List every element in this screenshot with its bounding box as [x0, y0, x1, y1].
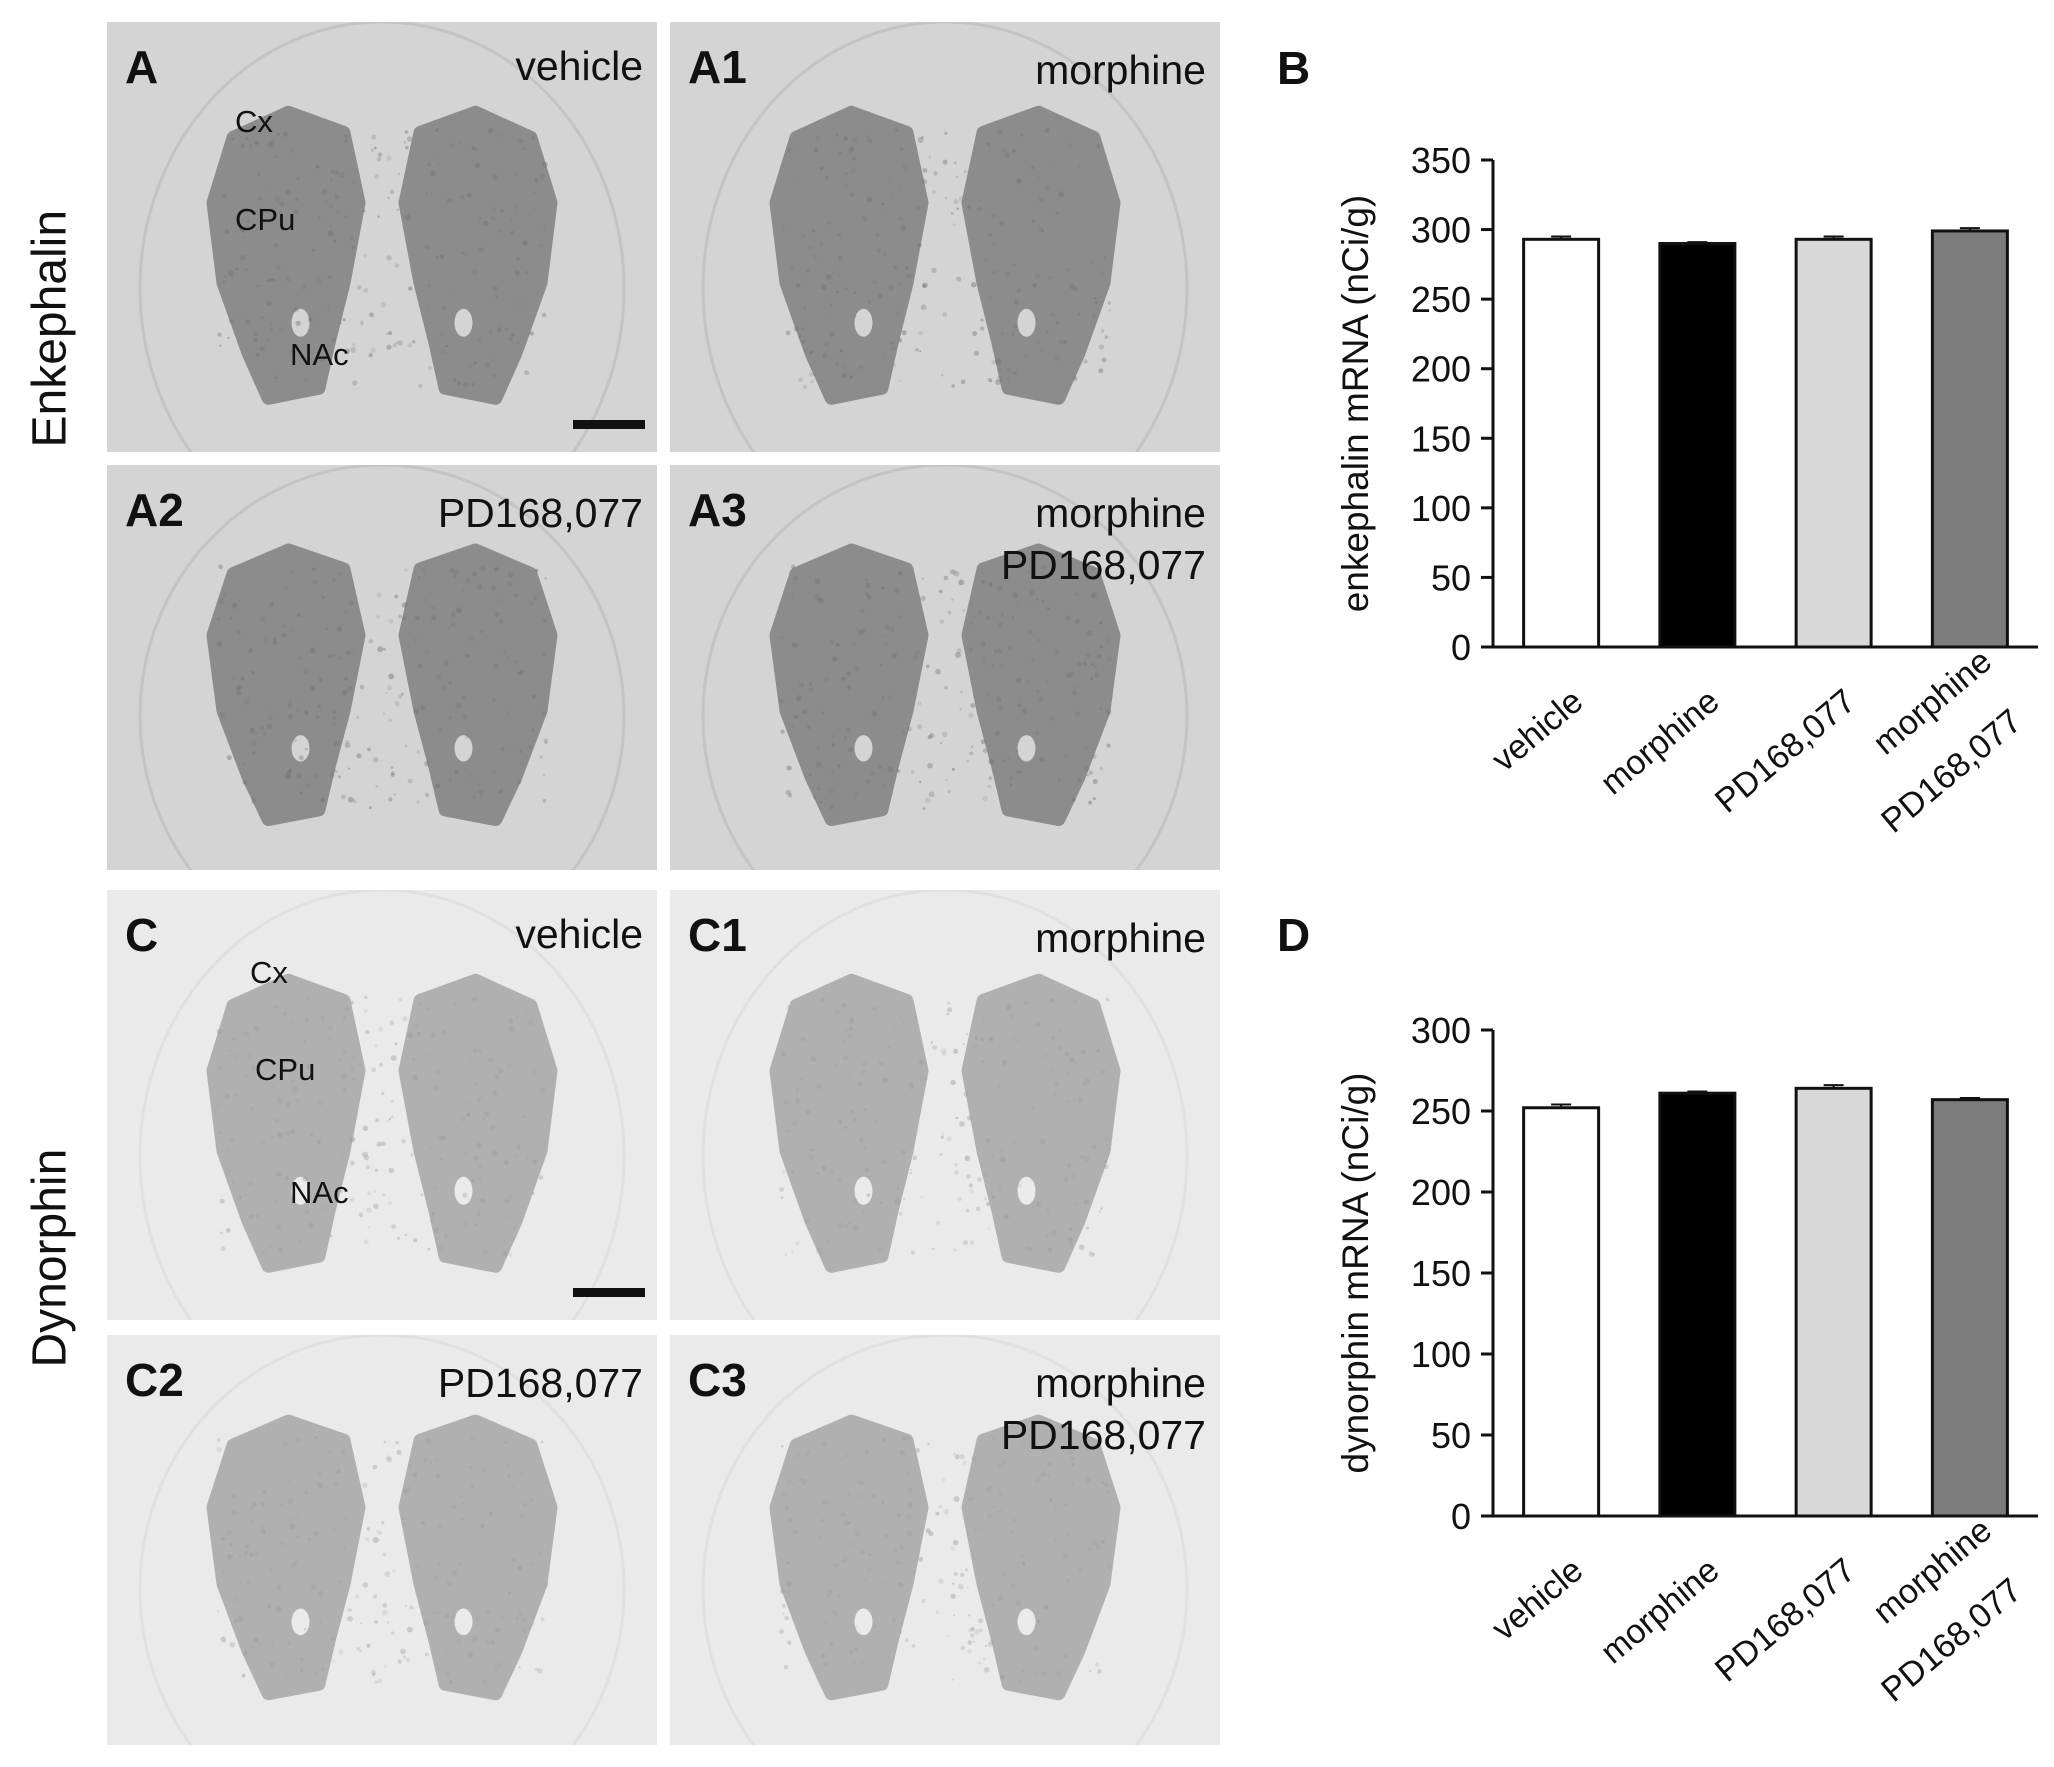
y-tick-label: 150 — [1411, 1253, 1471, 1294]
panel-label-A2: A2 — [125, 484, 184, 536]
brain-slice-image — [107, 22, 657, 452]
bar — [1794, 1086, 1873, 1518]
brain-slice-image — [107, 890, 657, 1320]
scale-bar — [573, 420, 645, 429]
brain-slice-image — [670, 465, 1220, 870]
panel-C3: C3 morphine PD168,077 — [670, 1335, 1220, 1745]
x-tick-label: vehicle — [1485, 682, 1591, 779]
y-tick-label: 50 — [1431, 1415, 1471, 1456]
condition-label-A1: morphine — [1035, 47, 1206, 93]
region-label-cx: Cx — [235, 104, 273, 139]
y-tick-label: 50 — [1431, 557, 1471, 598]
condition-label-C2: PD168,077 — [437, 1360, 643, 1406]
chart-enkephalin-bar: 0 50 100 150 200 250 300 350 enkephalin mRNA (nC… — [1335, 140, 2038, 840]
brain-slice-image — [107, 465, 657, 870]
region-label-cpu: CPu — [255, 1052, 316, 1087]
panel-C2: C2 PD168,077 — [107, 1335, 657, 1745]
y-tick-label: 300 — [1411, 1010, 1471, 1051]
y-tick-label: 200 — [1411, 349, 1471, 390]
x-tick-label: PD168,077 — [1708, 682, 1863, 820]
y-tick-label: 350 — [1411, 140, 1471, 181]
brain-slice-image — [107, 1335, 657, 1745]
chart-dynorphin-bar: 0 50 100 150 200 250 300 dynorphin mRNA (nCi/g)… — [1335, 1010, 2038, 1709]
scale-bar — [573, 1288, 645, 1297]
panel-label-C1: C1 — [688, 909, 747, 961]
x-tick-label: vehicle — [1485, 1551, 1591, 1648]
panel-label-B: B — [1277, 42, 1311, 94]
region-label-cpu: CPu — [235, 202, 296, 237]
bar — [1794, 237, 1873, 649]
y-axis-label: dynorphin mRNA (nCi/g) — [1335, 1073, 1376, 1474]
y-tick-label: 100 — [1411, 488, 1471, 529]
bar — [1522, 237, 1601, 649]
panel-A1: A1 morphine — [670, 22, 1220, 452]
condition-label-C3: morphine PD168,077 — [1000, 1360, 1206, 1458]
y-tick-label: 200 — [1411, 1172, 1471, 1213]
x-tick-label: morphine — [1594, 1551, 1727, 1671]
y-tick-label: 250 — [1411, 279, 1471, 320]
condition-label-A: vehicle — [515, 43, 643, 89]
brain-slice-image — [670, 22, 1220, 452]
bar — [1522, 1106, 1601, 1518]
bar — [1930, 1098, 2009, 1518]
bar — [1658, 241, 1737, 649]
panel-label-A1: A1 — [688, 41, 747, 93]
panel-label-A: A — [125, 41, 159, 93]
condition-label-C1: morphine — [1035, 915, 1206, 961]
panel-label-D: D — [1277, 909, 1311, 961]
brain-slice-image — [670, 1335, 1220, 1745]
bar — [1658, 1091, 1737, 1518]
panel-label-C3: C3 — [688, 1354, 747, 1406]
row-label-enkephalin: Enkephalin — [23, 209, 77, 448]
y-tick-label: 0 — [1451, 627, 1471, 668]
region-label-nac: NAc — [290, 1175, 349, 1210]
region-label-cx: Cx — [250, 955, 288, 990]
panel-C: C vehicle Cx CPu NAc — [107, 890, 657, 1320]
y-tick-label: 150 — [1411, 418, 1471, 459]
panel-label-C2: C2 — [125, 1354, 184, 1406]
condition-label-A3: morphine PD168,077 — [1000, 490, 1206, 588]
brain-slice-image — [670, 890, 1220, 1320]
panel-label-C: C — [125, 909, 159, 961]
condition-label-A2: PD168,077 — [437, 490, 643, 536]
panel-label-A3: A3 — [688, 484, 747, 536]
row-label-dynorphin: Dynorphin — [23, 1148, 77, 1368]
panel-A3: A3 morphine PD168,077 — [670, 465, 1220, 870]
region-label-nac: NAc — [290, 337, 349, 372]
x-tick-label: PD168,077 — [1708, 1551, 1863, 1689]
y-axis-label: enkephalin mRNA (nCi/g) — [1335, 195, 1376, 612]
y-tick-label: 0 — [1451, 1496, 1471, 1537]
y-tick-label: 250 — [1411, 1091, 1471, 1132]
y-tick-label: 300 — [1411, 210, 1471, 251]
x-tick-label: morphine — [1594, 682, 1727, 802]
bar — [1930, 229, 2009, 649]
panel-A: A vehicle Cx CPu NAc — [107, 22, 657, 452]
condition-label-C: vehicle — [515, 911, 643, 957]
panel-C1: C1 morphine — [670, 890, 1220, 1320]
y-tick-label: 100 — [1411, 1334, 1471, 1375]
panel-A2: A2 PD168,077 — [107, 465, 657, 870]
